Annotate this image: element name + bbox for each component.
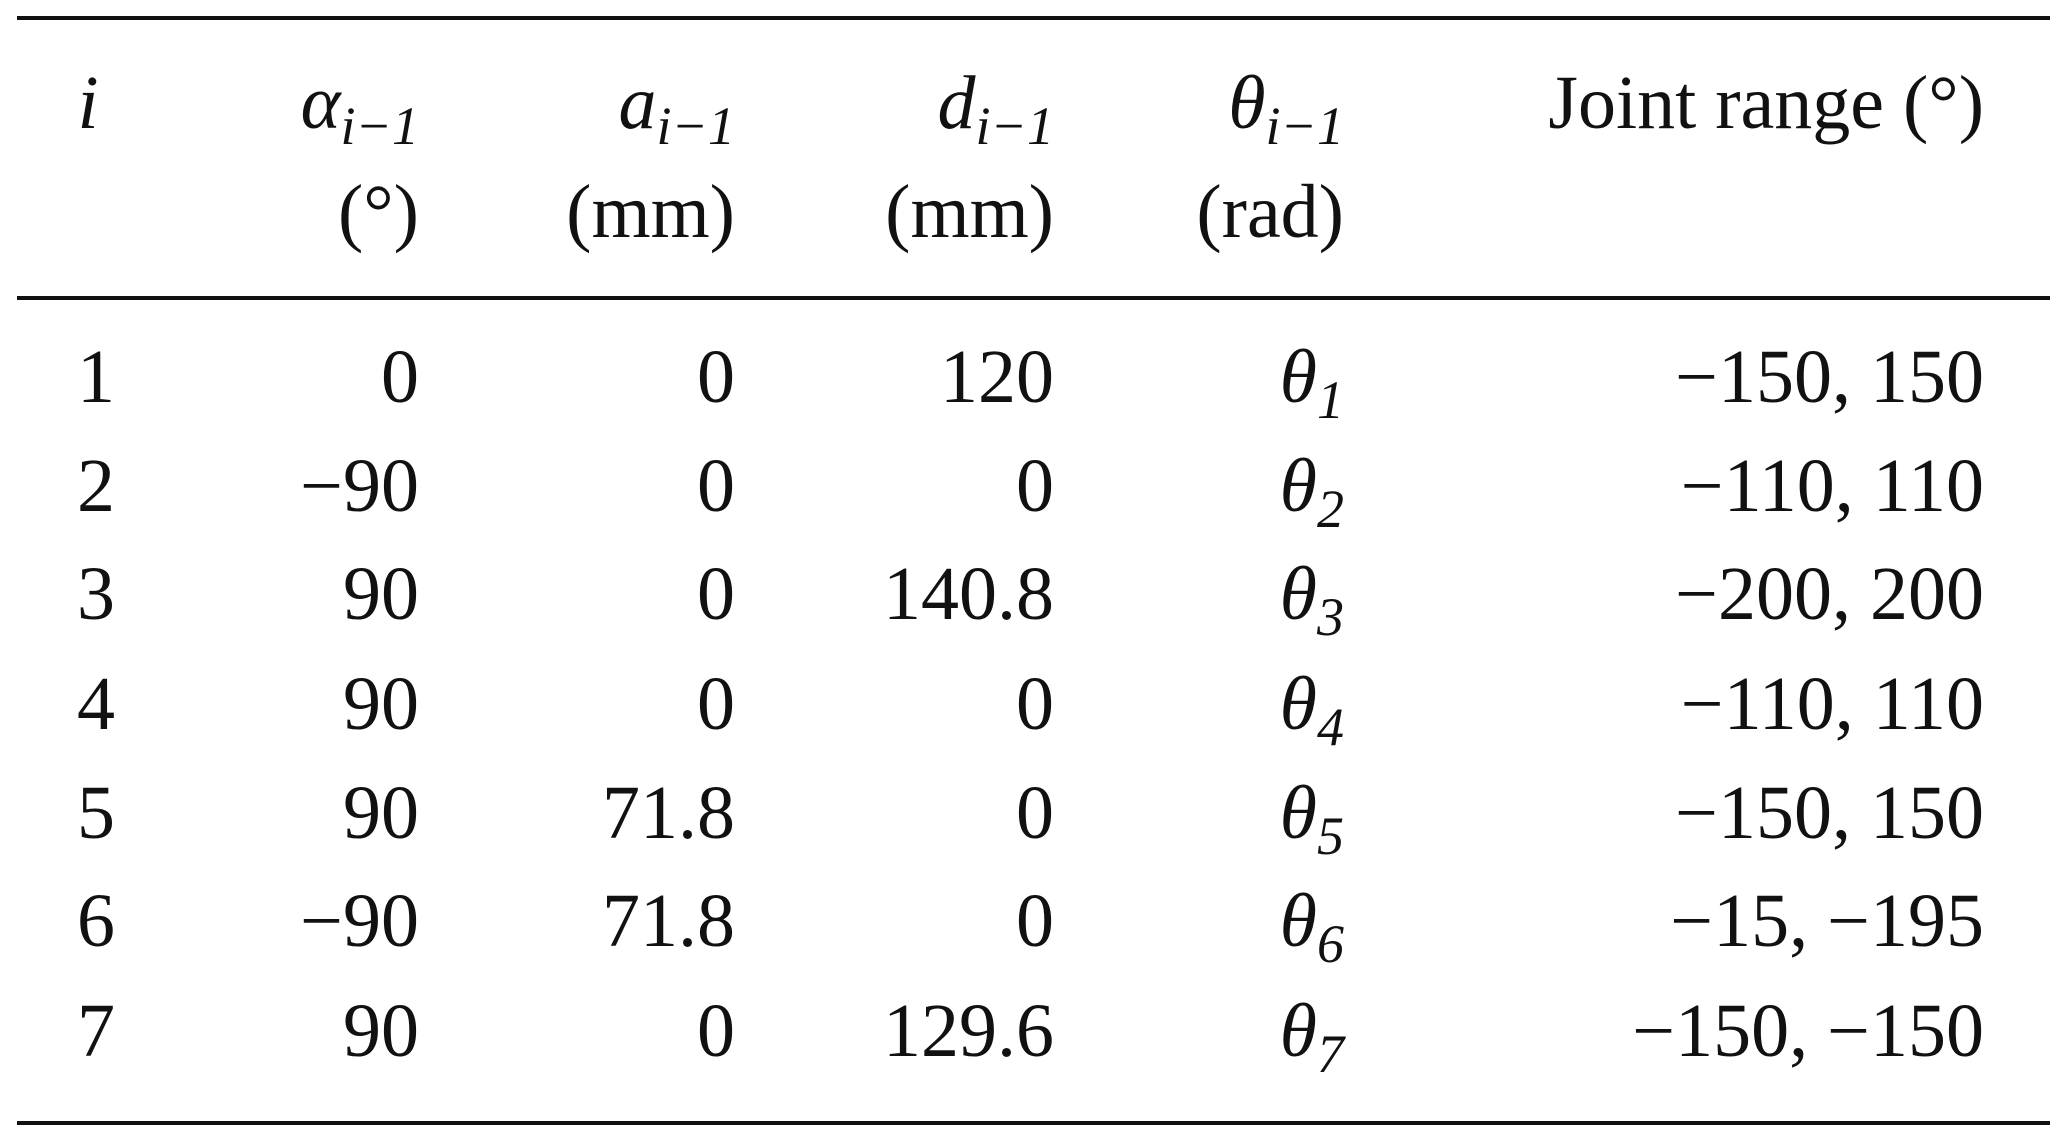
header-cell: θi−1 (1228, 61, 1344, 156)
table-cell: 3 (77, 552, 115, 636)
table-cell: 7 (77, 989, 115, 1073)
math-symbol: θ (1280, 444, 1317, 528)
table-cell: 0 (697, 552, 735, 636)
table-cell: θ5 (1280, 771, 1344, 866)
table-cell: −110, 110 (1681, 444, 1984, 528)
header-unit: (mm) (885, 170, 1054, 254)
table-cell: θ3 (1280, 552, 1344, 647)
table-cell: 0 (1016, 444, 1054, 528)
table-cell: 140.8 (883, 552, 1054, 636)
table-cell: 0 (697, 335, 735, 419)
table-cell: 0 (697, 989, 735, 1073)
table-cell: 4 (77, 662, 115, 746)
table-cell: θ7 (1280, 989, 1346, 1084)
header-unit: (°) (338, 170, 419, 254)
table-cell: −90 (300, 879, 419, 963)
math-symbol: θ (1280, 879, 1317, 963)
table-cell: 71.8 (602, 771, 735, 855)
math-symbol: d (938, 61, 977, 145)
math-symbol: θ (1280, 552, 1317, 636)
table-cell: 6 (77, 879, 115, 963)
subscript: 2 (1317, 479, 1344, 539)
header-unit: (mm) (566, 170, 735, 254)
subscript: i−1 (657, 96, 735, 156)
table-cell: θ4 (1280, 662, 1344, 757)
math-symbol: i (77, 61, 98, 145)
table-cell: −200, 200 (1675, 552, 1984, 636)
table-cell: 90 (343, 552, 419, 636)
table-cell: 71.8 (602, 879, 735, 963)
table-cell: 129.6 (883, 989, 1054, 1073)
table-cell: θ2 (1280, 444, 1344, 539)
table-cell: 90 (343, 989, 419, 1073)
table-cell: −150, −150 (1632, 989, 1984, 1073)
header-cell: αi−1 (301, 61, 419, 156)
table-cell: −15, −195 (1670, 879, 1984, 963)
subscript: i−1 (1266, 96, 1344, 156)
table-cell: −110, 110 (1681, 662, 1984, 746)
subscript: i−1 (976, 96, 1054, 156)
table-cell: 120 (940, 335, 1054, 419)
table-cell: 0 (697, 662, 735, 746)
table-cell: θ1 (1280, 335, 1344, 430)
math-symbol: α (301, 61, 343, 145)
table-cell: θ6 (1280, 879, 1344, 974)
subscript: i−1 (341, 96, 419, 156)
subscript: 6 (1317, 914, 1344, 974)
subscript: 1 (1317, 370, 1344, 430)
subscript: 4 (1317, 697, 1344, 757)
table-cell: 2 (77, 444, 115, 528)
math-symbol: θ (1280, 989, 1317, 1073)
table-cell: −90 (300, 444, 419, 528)
table-cell: −150, 150 (1675, 335, 1984, 419)
subscript: 3 (1316, 587, 1344, 647)
table-cell: 1 (77, 335, 115, 419)
math-symbol: θ (1280, 771, 1317, 855)
subscript: 5 (1317, 806, 1344, 866)
header-cell: i (77, 61, 98, 145)
header-unit: (rad) (1196, 170, 1344, 254)
table-cell: −150, 150 (1675, 771, 1984, 855)
table-cell: 90 (343, 662, 419, 746)
header-cell: di−1 (938, 61, 1054, 156)
table-cell: 0 (1016, 771, 1054, 855)
table-cell: 0 (1016, 879, 1054, 963)
table-cell: 0 (697, 444, 735, 528)
math-symbol: θ (1280, 662, 1317, 746)
table-cell: 5 (77, 771, 115, 855)
header-cell: ai−1 (619, 61, 735, 156)
table-cell: 0 (1016, 662, 1054, 746)
header-rule (17, 296, 2050, 300)
math-symbol: θ (1280, 335, 1317, 419)
math-symbol: a (619, 61, 657, 145)
math-symbol: θ (1228, 61, 1265, 145)
header-cell: Joint range (°) (1548, 61, 1984, 145)
bottom-rule (17, 1121, 2050, 1125)
subscript: 7 (1317, 1024, 1346, 1084)
table-cell: 90 (343, 771, 419, 855)
table-cell: 0 (381, 335, 419, 419)
top-rule (17, 16, 2050, 20)
